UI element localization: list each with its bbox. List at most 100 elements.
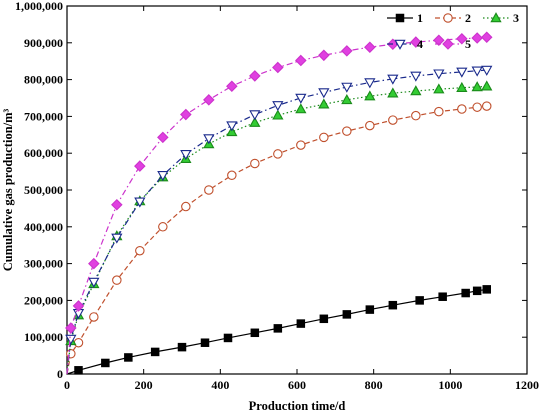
y-tick-label: 600,000 — [24, 146, 63, 160]
y-tick-label: 1,000,000 — [15, 0, 63, 13]
series-2-point — [443, 13, 453, 23]
series-3-point — [456, 81, 468, 92]
y-tick-label: 0 — [57, 367, 63, 381]
series-1-point — [124, 353, 133, 362]
series-4-point — [111, 233, 123, 244]
y-tick-label: 900,000 — [24, 36, 63, 50]
series-4-point — [394, 39, 406, 50]
legend-item-4: 4 — [387, 37, 423, 51]
x-tick-label: 1000 — [438, 378, 462, 392]
series-4-point — [318, 88, 330, 99]
series-5-point — [203, 94, 215, 106]
series-5-point — [157, 131, 169, 144]
legend-label: 2 — [465, 11, 471, 25]
series-5-point — [410, 36, 422, 48]
series-3-point — [481, 80, 493, 91]
series-1-point — [296, 319, 306, 328]
series-4-point — [157, 171, 169, 182]
series-5-point — [249, 70, 261, 82]
x-tick-label: 0 — [64, 378, 70, 392]
series-1-point — [365, 305, 375, 314]
series-4-point — [272, 101, 284, 112]
series-2 — [66, 101, 492, 375]
series-3-point — [410, 85, 422, 96]
series-2-point — [411, 110, 421, 121]
series-2-point — [457, 104, 467, 114]
series-5-point — [341, 45, 353, 57]
x-tick-label: 200 — [135, 378, 153, 392]
series-2-point — [273, 149, 283, 159]
series-2-point — [296, 140, 306, 150]
series-2-point — [342, 126, 352, 136]
series-5-point — [180, 108, 192, 121]
y-tick-label: 100,000 — [24, 330, 63, 344]
series-4-point — [249, 110, 261, 121]
series-5-line — [66, 36, 487, 375]
series-layer — [65, 31, 493, 375]
series-2-point — [227, 170, 237, 181]
series-1-point — [342, 310, 352, 319]
series-3-point — [471, 81, 483, 92]
legend-item-2: 2 — [435, 11, 471, 25]
series-4-point — [433, 69, 445, 80]
series-2-point — [434, 106, 444, 117]
series-1-point — [177, 342, 187, 352]
series-4-point — [341, 82, 353, 93]
series-3-point — [295, 103, 307, 114]
series-5-point — [442, 38, 454, 50]
x-tick-label: 400 — [211, 378, 229, 392]
series-4-point — [134, 197, 146, 208]
series-2-point — [319, 132, 329, 143]
series-5-point — [433, 34, 445, 47]
series-4-point — [295, 93, 307, 104]
axis-ticks: 0 200 400 600 800 1000 1200 0 100,000 200,000 300,… — [15, 0, 539, 392]
series-5 — [65, 31, 493, 375]
series-2-point — [472, 102, 482, 112]
series-5-point — [295, 54, 307, 67]
series-1-point — [395, 13, 405, 23]
series-5-point — [318, 49, 330, 62]
series-5-point — [111, 198, 123, 211]
series-1-point — [74, 366, 83, 375]
series-4-point — [65, 334, 77, 345]
legend-item-3: 3 — [483, 11, 519, 25]
series-1-point — [319, 314, 329, 324]
series-5-point — [272, 61, 284, 74]
series-1-point — [200, 338, 210, 347]
series-2-point — [365, 120, 375, 131]
series-4-point — [203, 134, 215, 145]
series-4-point — [456, 67, 468, 78]
series-2-point — [89, 312, 99, 322]
series-2-point — [158, 222, 168, 232]
series-5-point — [364, 41, 376, 53]
series-4-point — [364, 78, 376, 89]
series-5-point — [226, 80, 238, 93]
series-1-point — [472, 286, 482, 296]
series-1-point — [482, 285, 491, 294]
x-tick-label: 1200 — [515, 378, 539, 392]
series-5-point — [480, 31, 493, 44]
y-tick-label: 400,000 — [24, 220, 63, 234]
series-1-point — [438, 292, 447, 301]
series-2-point — [112, 275, 122, 285]
series-3-point — [249, 116, 261, 127]
x-tick-label: 800 — [365, 378, 383, 392]
legend: 1 2 3 4 5 — [387, 11, 519, 51]
series-5-point — [88, 257, 100, 270]
legend-item-5: 5 — [435, 37, 471, 51]
legend-label: 4 — [417, 37, 423, 51]
series-4-point — [180, 150, 192, 161]
series-1-point — [101, 358, 110, 368]
x-axis-title: Production time/d — [249, 399, 346, 413]
series-2-point — [181, 201, 191, 212]
series-2-point — [204, 185, 214, 195]
y-tick-label: 500,000 — [24, 183, 63, 197]
series-4-point — [88, 277, 100, 288]
series-2-point — [135, 245, 145, 256]
y-tick-label: 300,000 — [24, 257, 63, 271]
series-2-point — [73, 337, 84, 348]
series-3-point — [433, 83, 445, 94]
series-3-point — [318, 98, 330, 109]
series-5-point — [456, 32, 468, 45]
series-2-line — [66, 105, 487, 375]
